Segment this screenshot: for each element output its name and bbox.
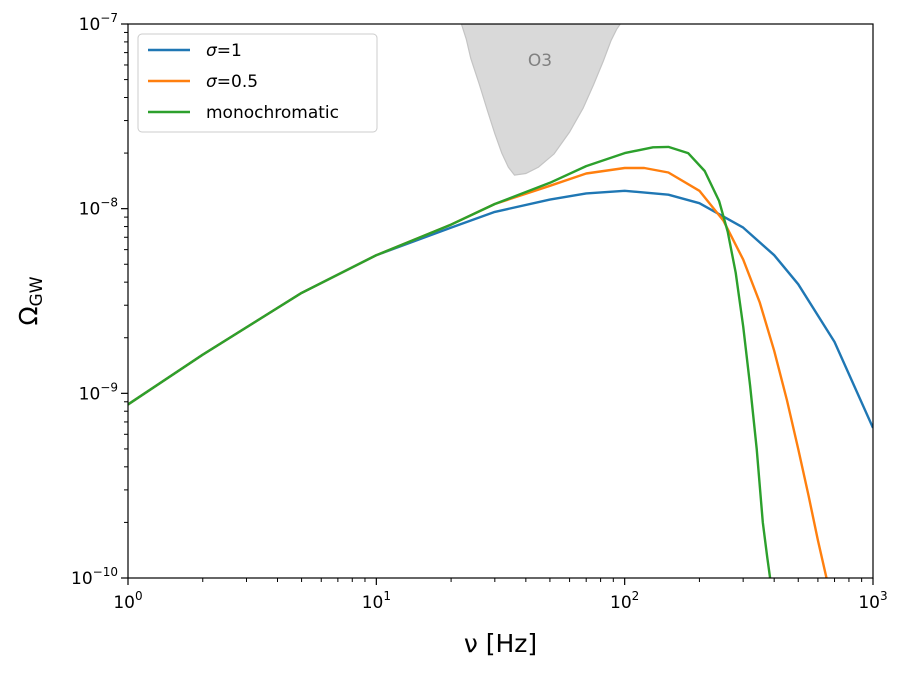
o3-region-shape bbox=[460, 24, 622, 176]
y-tick-label-3: 10−7 bbox=[79, 11, 118, 35]
y-axis-label: ΩGW bbox=[14, 276, 47, 325]
o3-region-label: O3 bbox=[528, 51, 552, 71]
x-tick-label-3: 103 bbox=[858, 589, 887, 613]
legend-label-1: σ=0.5 bbox=[206, 72, 258, 92]
y-tick-label-0: 10−10 bbox=[71, 565, 118, 589]
legend-box bbox=[137, 33, 378, 133]
y-tick-label-2: 10−8 bbox=[79, 196, 118, 220]
o3-region: O3 bbox=[460, 24, 622, 176]
y-tick-label-1: 10−9 bbox=[79, 380, 118, 404]
x-tick-label-0: 100 bbox=[113, 589, 142, 613]
x-axis-label: ν [Hz] bbox=[464, 629, 537, 658]
y-axis-label-text: ΩGW bbox=[14, 276, 47, 325]
tick-layer: 100 101 102 103 10−10 10−9 10−8 10−7 bbox=[71, 11, 888, 613]
legend-label-0: σ=1 bbox=[206, 41, 242, 61]
plot-frame bbox=[127, 23, 874, 579]
legend-label-2: monochromatic bbox=[206, 103, 339, 123]
x-tick-label-2: 102 bbox=[610, 589, 639, 613]
series-layer bbox=[128, 145, 873, 578]
series-line-2 bbox=[128, 145, 772, 578]
x-tick-label-1: 101 bbox=[362, 589, 391, 613]
legend: σ=1 σ=0.5 monochromatic bbox=[137, 33, 378, 133]
